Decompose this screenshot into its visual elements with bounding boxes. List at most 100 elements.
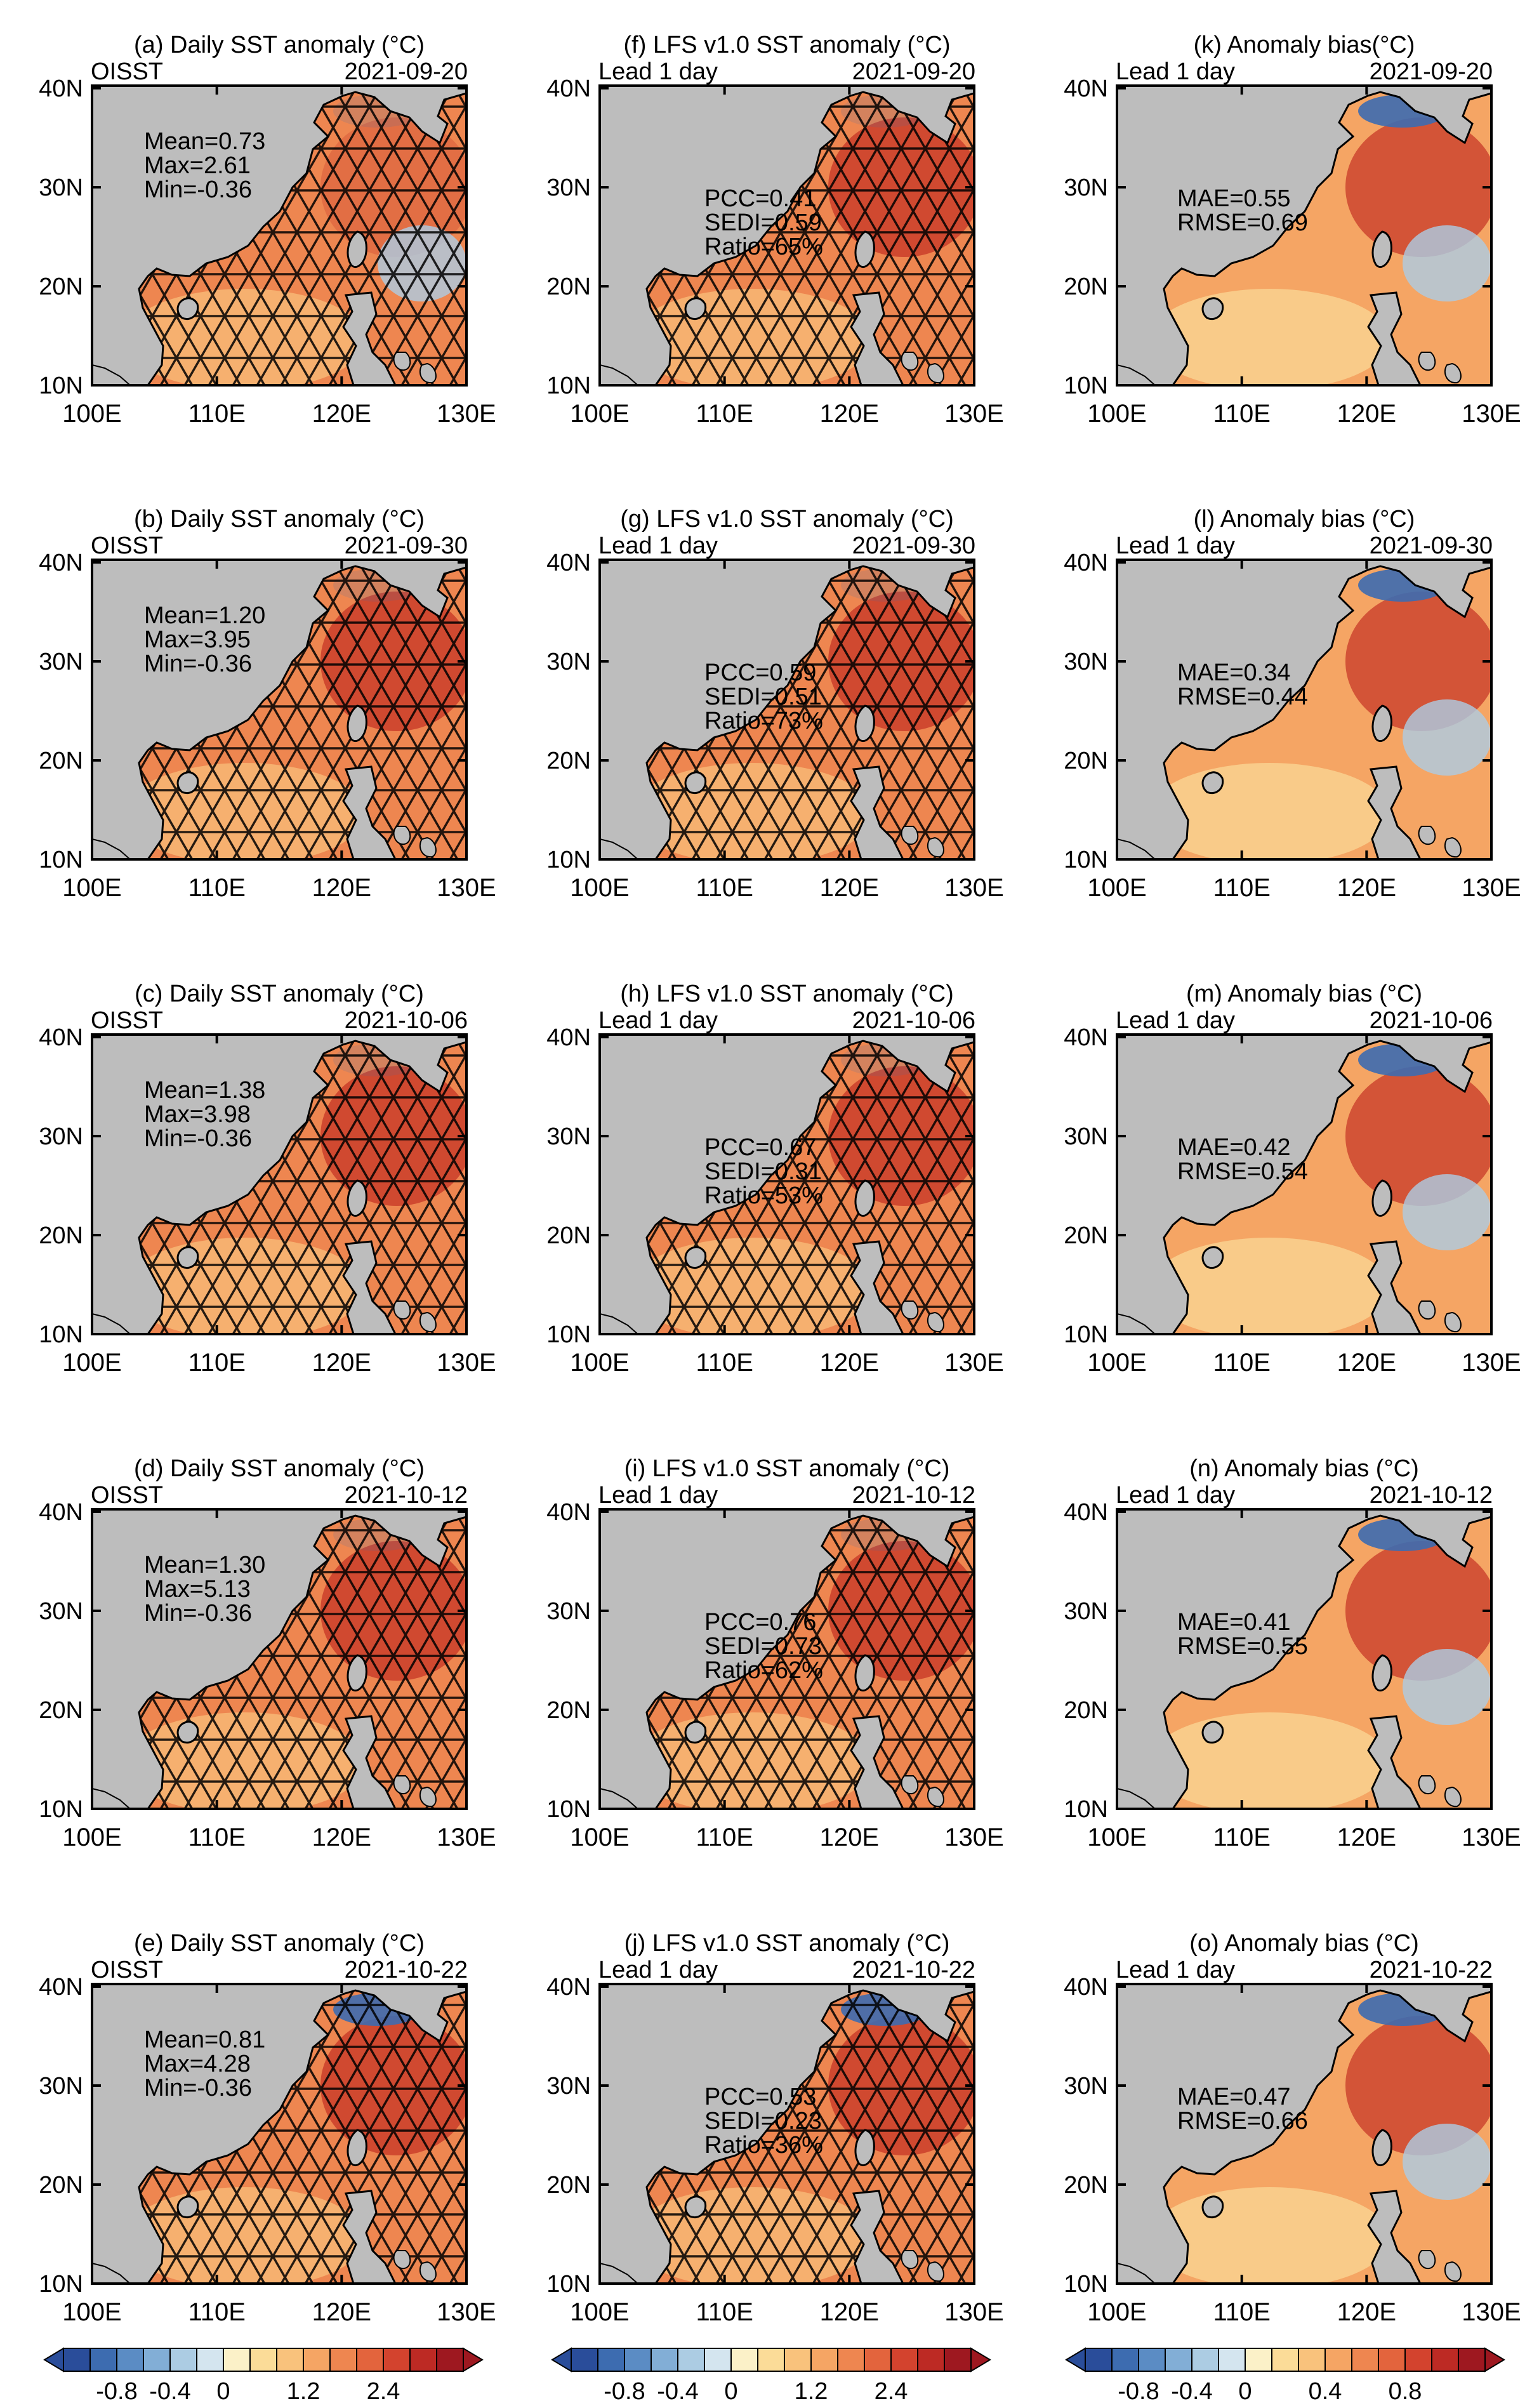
lat-tick-label: 20N bbox=[39, 1697, 83, 1724]
panel-source-label: Lead 1 day bbox=[598, 1007, 718, 1034]
cool-anomaly-patch bbox=[1403, 2124, 1491, 2200]
small-islands bbox=[901, 2250, 944, 2282]
map-frame bbox=[1116, 1983, 1493, 2285]
panel-date: 2021-09-30 bbox=[1370, 533, 1493, 559]
map-panel-j: (j) LFS v1.0 SST anomaly (°C)Lead 1 day 2… bbox=[546, 1930, 1003, 2326]
map-body bbox=[92, 1509, 466, 1809]
panel-statistic: Ratio=62% bbox=[704, 1657, 823, 1684]
lat-tick-label: 40N bbox=[546, 1024, 591, 1051]
panel-statistic: Ratio=53% bbox=[704, 1182, 823, 1209]
panel-statistic: Min=-0.36 bbox=[144, 651, 252, 677]
colorbar-swatch bbox=[196, 2348, 224, 2372]
lon-tick-label: 120E bbox=[820, 2298, 879, 2326]
significance-hatching bbox=[647, 1041, 974, 1334]
lon-tick-label: 120E bbox=[820, 400, 879, 428]
taiwan-island bbox=[347, 1179, 367, 1217]
small-islands bbox=[1418, 1300, 1462, 1333]
indochina-coast bbox=[1117, 2262, 1156, 2284]
lon-tick-label: 130E bbox=[944, 1349, 1003, 1377]
panel-statistic: Max=5.13 bbox=[144, 1576, 251, 1603]
cool-anomaly-patch bbox=[1403, 1174, 1491, 1250]
panel-statistic: Ratio=65% bbox=[704, 234, 823, 260]
indochina-coast bbox=[600, 1787, 639, 1809]
lat-tick-label: 30N bbox=[546, 1598, 591, 1625]
lon-tick-label: 120E bbox=[1337, 2298, 1396, 2326]
small-islands bbox=[393, 2250, 437, 2282]
panel-source-label: OISST bbox=[91, 58, 163, 85]
lon-tick-label: 100E bbox=[570, 400, 629, 428]
lat-tick-label: 20N bbox=[546, 748, 591, 774]
lat-tick-label: 10N bbox=[1064, 1796, 1108, 1823]
lon-tick-label: 110E bbox=[188, 874, 245, 902]
lat-tick-label: 30N bbox=[39, 1598, 83, 1625]
panel-title: (c) Daily SST anomaly (°C) bbox=[135, 981, 424, 1007]
hainan-island bbox=[684, 2195, 707, 2218]
panel-date: 2021-10-22 bbox=[852, 1957, 975, 1983]
lat-tick-label: 30N bbox=[1064, 1598, 1108, 1625]
mainland-china bbox=[600, 560, 974, 859]
map-frame bbox=[91, 84, 468, 387]
panel-title: (o) Anomaly bias (°C) bbox=[1189, 1930, 1419, 1957]
colorbar-swatch bbox=[143, 2348, 171, 2372]
small-islands bbox=[1418, 352, 1462, 384]
lat-tick-label: 20N bbox=[1064, 1222, 1108, 1249]
colorbar-swatch bbox=[837, 2348, 865, 2372]
lat-tick-label: 40N bbox=[39, 550, 83, 576]
lat-tick-label: 30N bbox=[39, 1123, 83, 1150]
colorbar-tick-label: 0.4 bbox=[1309, 2378, 1342, 2405]
panel-title: (l) Anomaly bias (°C) bbox=[1194, 506, 1415, 533]
lat-tick-label: 30N bbox=[1064, 1123, 1108, 1150]
panel-date: 2021-10-06 bbox=[852, 1007, 975, 1034]
taiwan-island bbox=[1371, 1654, 1392, 1692]
panel-date: 2021-10-06 bbox=[345, 1007, 468, 1034]
panel-statistic: PCC=0.53 bbox=[704, 2084, 816, 2110]
lon-tick-label: 110E bbox=[696, 874, 753, 902]
lat-tick-label: 30N bbox=[39, 2073, 83, 2100]
lat-tick-label: 30N bbox=[546, 649, 591, 675]
hainan-island bbox=[176, 1721, 199, 1743]
lon-tick-label: 120E bbox=[312, 400, 371, 428]
hainan-island bbox=[1201, 1721, 1224, 1743]
philippines-luzon bbox=[850, 765, 904, 859]
map-body bbox=[92, 560, 466, 859]
colorbar-tick-label: -0.8 bbox=[96, 2378, 137, 2405]
lon-tick-label: 120E bbox=[820, 1349, 879, 1377]
lon-tick-label: 130E bbox=[437, 2298, 496, 2326]
colorbar-swatch bbox=[677, 2348, 705, 2372]
taiwan-island bbox=[1371, 2129, 1392, 2167]
panel-source-label: Lead 1 day bbox=[598, 533, 718, 559]
taiwan-island bbox=[1371, 1179, 1392, 1217]
indochina-coast bbox=[600, 364, 639, 385]
colorbar-swatch bbox=[890, 2348, 918, 2372]
colorbar-swatch bbox=[810, 2348, 838, 2372]
significance-hatching bbox=[139, 1516, 466, 1809]
colorbar-swatch bbox=[651, 2348, 678, 2372]
philippines-luzon bbox=[1367, 765, 1422, 859]
map-body bbox=[1117, 1035, 1491, 1334]
philippines-luzon bbox=[850, 2190, 904, 2284]
significance-hatching bbox=[139, 1041, 466, 1334]
lat-tick-label: 40N bbox=[546, 1974, 591, 2001]
small-islands bbox=[1418, 826, 1462, 858]
panel-date: 2021-10-12 bbox=[1370, 1482, 1493, 1509]
map-frame bbox=[1116, 559, 1493, 861]
colorbar-tick-label: 0 bbox=[1238, 2378, 1252, 2405]
map-body bbox=[1117, 560, 1491, 859]
colorbar-swatch bbox=[784, 2348, 812, 2372]
colorbar-swatch bbox=[356, 2348, 384, 2372]
mainland-china bbox=[92, 1509, 466, 1809]
philippines-luzon bbox=[1367, 2190, 1422, 2284]
small-islands bbox=[901, 1300, 944, 1333]
panel-title: (h) LFS v1.0 SST anomaly (°C) bbox=[620, 981, 954, 1007]
colorbar-min-arrow bbox=[551, 2347, 572, 2372]
philippines-luzon bbox=[1367, 291, 1422, 385]
lat-tick-label: 20N bbox=[1064, 748, 1108, 774]
significance-hatching bbox=[139, 566, 466, 859]
mainland-china bbox=[1117, 1984, 1491, 2284]
hainan-island bbox=[176, 297, 199, 320]
cool-anomaly-patch bbox=[1403, 225, 1491, 301]
mainland-china bbox=[600, 86, 974, 385]
lon-tick-label: 110E bbox=[1213, 874, 1270, 902]
panel-statistic: RMSE=0.44 bbox=[1177, 684, 1308, 710]
mainland-china bbox=[92, 1984, 466, 2284]
